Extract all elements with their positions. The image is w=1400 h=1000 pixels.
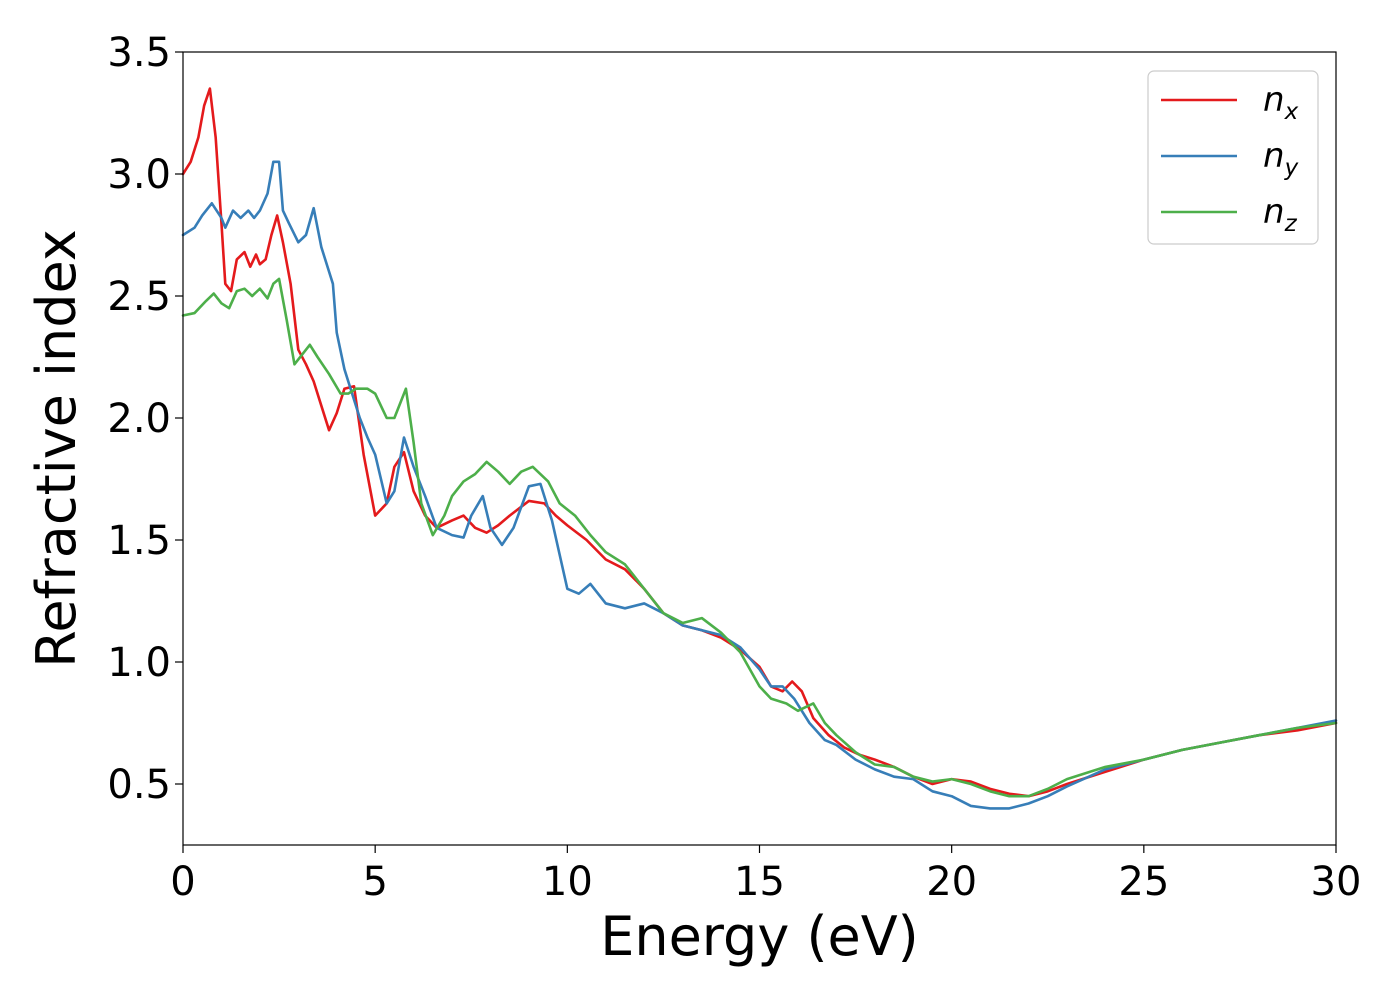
series-line-y	[181, 160, 1338, 810]
y-tick-label: 3.5	[107, 30, 171, 76]
x-tick-label: 5	[362, 859, 387, 905]
series-layer	[181, 87, 1338, 810]
y-axis-title: Refractive index	[25, 229, 88, 668]
x-tick-label: 30	[1311, 859, 1362, 905]
x-axis-ticks: 0 5 10 15 20 25 30	[170, 845, 1361, 905]
legend-box	[1147, 70, 1319, 245]
y-tick-label: 3.0	[107, 152, 171, 198]
y-tick-label: 0.5	[107, 762, 171, 808]
x-tick-label: 20	[926, 859, 977, 905]
x-tick-label: 0	[170, 859, 195, 905]
x-tick-label: 25	[1118, 859, 1169, 905]
series-line-z	[181, 277, 1338, 798]
y-tick-label: 2.5	[107, 274, 171, 320]
y-axis-ticks: 0.5 1.0 1.5 2.0 2.5 3.0 3.5	[107, 30, 183, 808]
y-tick-label: 1.0	[107, 640, 171, 686]
x-tick-label: 15	[734, 859, 785, 905]
x-axis-title: Energy (eV)	[600, 905, 919, 968]
y-tick-label: 2.0	[107, 396, 171, 442]
x-tick-label: 10	[542, 859, 593, 905]
y-tick-label: 1.5	[107, 518, 171, 564]
